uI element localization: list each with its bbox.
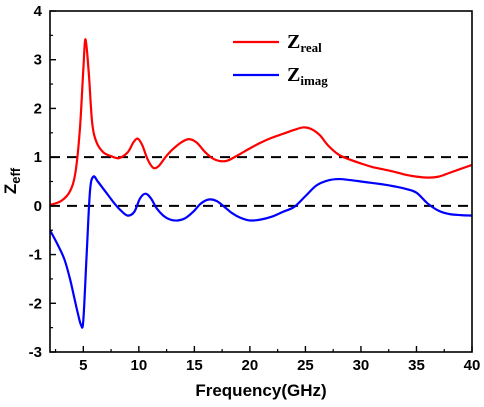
y-tick-label: 2 bbox=[34, 100, 42, 117]
legend-label-real-sub: real bbox=[300, 40, 322, 55]
y-axis-title-sub: eff bbox=[8, 167, 23, 184]
y-axis-title: Zeff bbox=[1, 167, 23, 194]
legend-label-real-main: Z bbox=[287, 31, 300, 53]
x-tick-label: 25 bbox=[297, 357, 314, 374]
y-tick-label: -2 bbox=[29, 295, 42, 312]
plot-frame bbox=[49, 10, 473, 353]
y-tick-label: -3 bbox=[29, 344, 42, 361]
y-tick-label: 0 bbox=[34, 198, 42, 215]
y-tick-label: 1 bbox=[34, 149, 42, 166]
y-axis-title-main: Z bbox=[1, 184, 20, 194]
x-tick-label: 35 bbox=[408, 357, 425, 374]
series-line-real bbox=[50, 38, 472, 206]
legend-label-imag-main: Z bbox=[287, 64, 300, 86]
x-tick-label: 30 bbox=[353, 357, 370, 374]
x-axis-title: Frequency(GHz) bbox=[195, 381, 326, 400]
y-tick-label: 3 bbox=[34, 52, 42, 69]
y-tick-label: 4 bbox=[34, 3, 43, 20]
legend-label-imag: Zimag bbox=[287, 64, 328, 88]
x-tick-label: 5 bbox=[79, 357, 87, 374]
legend-label-imag-sub: imag bbox=[300, 73, 328, 88]
y-tick-label: -1 bbox=[29, 247, 42, 264]
legend: Zreal Zimag bbox=[233, 31, 328, 88]
x-tick-label: 20 bbox=[242, 357, 259, 374]
series-line-imag bbox=[50, 175, 472, 329]
x-tick-label: 10 bbox=[130, 357, 147, 374]
legend-label-real: Zreal bbox=[287, 31, 322, 55]
x-tick-label: 40 bbox=[464, 357, 481, 374]
x-tick-label: 15 bbox=[186, 357, 203, 374]
